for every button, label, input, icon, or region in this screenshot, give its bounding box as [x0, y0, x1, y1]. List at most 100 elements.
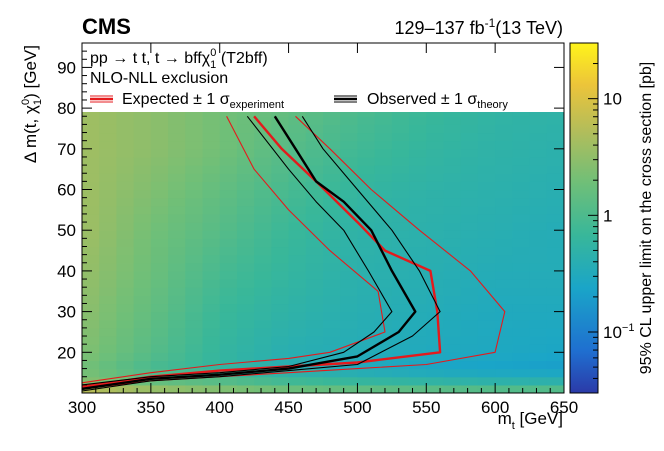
heatmap-cell: [477, 230, 496, 239]
heatmap-cell: [529, 108, 548, 117]
heatmap-cell: [477, 344, 496, 353]
heatmap-cell: [409, 205, 427, 215]
heatmap-cell: [305, 156, 324, 166]
heatmap-cell: [305, 384, 324, 393]
heatmap-cell: [391, 148, 410, 158]
heatmap-cell: [305, 181, 324, 191]
heatmap-cell: [99, 213, 118, 223]
heatmap-cell: [529, 319, 548, 329]
heatmap-cell: [219, 262, 238, 272]
heatmap-cell: [512, 205, 531, 215]
heatmap-cell: [116, 197, 135, 207]
heatmap-cell: [546, 124, 564, 134]
heatmap-cell: [374, 368, 393, 378]
heatmap-cell: [82, 230, 100, 239]
heatmap-cell: [495, 124, 513, 134]
heatmap-cell: [529, 279, 548, 288]
heatmap-cell: [288, 165, 307, 174]
heatmap-cell: [443, 270, 462, 280]
heatmap-cell: [116, 230, 135, 239]
heatmap-cell: [495, 108, 513, 117]
heatmap-cell: [340, 319, 359, 329]
heatmap-cell: [254, 295, 272, 305]
heatmap-cell: [443, 140, 462, 150]
heatmap-cell: [82, 189, 100, 199]
heatmap-cell: [460, 368, 479, 378]
heatmap-cell: [357, 197, 376, 207]
heatmap-cell: [529, 124, 548, 134]
heatmap-cell: [168, 238, 186, 248]
heatmap-cell: [391, 262, 410, 272]
heatmap-cell: [150, 270, 169, 280]
heatmap-cell: [202, 360, 221, 370]
heatmap-cell: [133, 303, 152, 313]
heatmap-cell: [409, 319, 427, 329]
heatmap-cell: [133, 319, 152, 329]
heatmap-cell: [116, 108, 135, 117]
heatmap-cell: [99, 279, 118, 288]
heatmap-cell: [340, 165, 359, 174]
heatmap-cell: [236, 238, 255, 248]
heatmap-cell: [202, 140, 221, 150]
heatmap-cell: [323, 165, 341, 174]
heatmap-cell: [133, 181, 152, 191]
heatmap-cell: [271, 295, 290, 305]
heatmap-cell: [271, 352, 290, 362]
heatmap-cell: [305, 165, 324, 174]
heatmap-cell: [512, 311, 531, 321]
heatmap-cell: [185, 384, 204, 393]
heatmap-cell: [529, 336, 548, 345]
heatmap-cell: [460, 140, 479, 150]
heatmap-cell: [116, 222, 135, 231]
heatmap-cell: [443, 173, 462, 182]
method-label: NLO-NLL exclusion: [90, 70, 228, 87]
heatmap-cell: [133, 108, 152, 117]
heatmap-cell: [271, 205, 290, 215]
heatmap-cell: [254, 376, 272, 386]
heatmap-cell: [529, 181, 548, 191]
heatmap-cell: [219, 156, 238, 166]
heatmap-cell: [236, 181, 255, 191]
heatmap-cell: [529, 376, 548, 386]
heatmap-cell: [323, 230, 341, 239]
heatmap-cell: [460, 230, 479, 239]
heatmap-cell: [443, 327, 462, 337]
heatmap-cell: [443, 303, 462, 313]
heatmap-cell: [82, 246, 100, 256]
heatmap-cell: [426, 189, 445, 199]
heatmap-cell: [288, 173, 307, 182]
heatmap-cell: [443, 132, 462, 142]
heatmap-cell: [99, 140, 118, 150]
heatmap-cell: [323, 246, 341, 256]
heatmap-cell: [477, 287, 496, 296]
heatmap-cell: [495, 181, 513, 191]
heatmap-cell: [409, 108, 427, 117]
heatmap-cell: [168, 368, 186, 378]
heatmap-cell: [426, 303, 445, 313]
heatmap-cell: [409, 222, 427, 231]
heatmap-cell: [236, 116, 255, 125]
heatmap-cell: [374, 213, 393, 223]
heatmap-cell: [512, 262, 531, 272]
heatmap-cell: [477, 222, 496, 231]
heatmap-cell: [185, 311, 204, 321]
heatmap-cell: [99, 189, 118, 199]
heatmap-cell: [236, 132, 255, 142]
heatmap-cell: [495, 344, 513, 353]
heatmap-cell: [391, 254, 410, 264]
heatmap-cell: [168, 270, 186, 280]
heatmap-cell: [168, 279, 186, 288]
heatmap-cell: [99, 156, 118, 166]
heatmap-cell: [168, 376, 186, 386]
expected-legend-label: Expected ± 1 σexperiment: [122, 91, 284, 111]
heatmap-cell: [185, 124, 204, 134]
heatmap-cell: [340, 327, 359, 337]
heatmap-cell: [477, 197, 496, 207]
heatmap-cell: [529, 148, 548, 158]
heatmap-cell: [357, 205, 376, 215]
heatmap-cell: [82, 287, 100, 296]
heatmap-cell: [185, 165, 204, 174]
heatmap-cell: [357, 336, 376, 345]
heatmap-cell: [529, 344, 548, 353]
heatmap-cell: [202, 327, 221, 337]
